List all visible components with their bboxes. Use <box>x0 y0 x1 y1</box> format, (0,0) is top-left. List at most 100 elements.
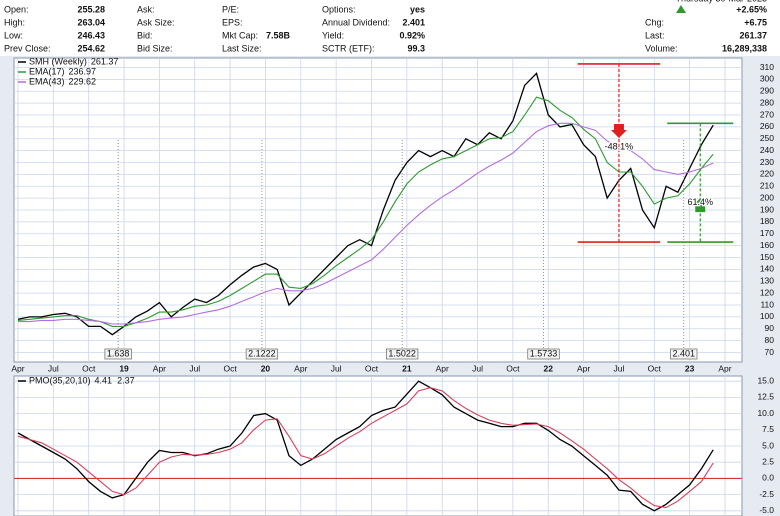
legend-value: 229.62 <box>69 76 97 86</box>
legend-value: 2.37 <box>117 375 135 385</box>
y-tick-label: 70 <box>765 347 775 357</box>
x-tick-label: 23 <box>685 363 695 373</box>
header-value: 263.04 <box>77 17 105 27</box>
header-label: Ask: <box>137 4 155 14</box>
panel-title: PMO(35,20,10) <box>29 375 91 385</box>
y-tick-label: 7.5 <box>762 424 774 434</box>
header-label: Open: <box>4 4 29 14</box>
header-value: 99.3 <box>407 43 425 53</box>
series-line <box>18 122 714 325</box>
x-tick-label: 20 <box>261 363 271 373</box>
header-label: Chg: <box>645 17 664 27</box>
y-tick-label: 180 <box>760 216 774 226</box>
header-value: 0.92% <box>399 30 425 40</box>
y-tick-label: 270 <box>760 109 774 119</box>
dividend-box <box>245 348 279 360</box>
y-tick-label: 5.0 <box>762 440 774 450</box>
header-label: High: <box>4 17 25 27</box>
header-label: Annual Dividend: <box>322 17 390 27</box>
x-tick-label: Apr <box>718 363 731 373</box>
y-tick-label: 90 <box>765 323 775 333</box>
dividend-box <box>670 348 698 360</box>
header-label: Prev Close: <box>4 43 51 53</box>
header-value: 255.28 <box>77 4 105 14</box>
header-value: +6.75 <box>744 17 767 27</box>
x-tick-label: Oct <box>223 363 237 373</box>
series-line <box>17 387 714 509</box>
y-tick-label: 15.0 <box>757 375 774 385</box>
x-tick-label: Jul <box>48 363 59 373</box>
y-tick-label: 310 <box>760 62 774 72</box>
header-value: 16,289,338 <box>722 43 767 53</box>
dividend-box <box>386 348 419 360</box>
x-tick-label: Oct <box>506 363 520 373</box>
labels: Open: 255.28 High: 263.04 Low: 246.43 Prev Clo… <box>4 0 774 515</box>
x-tick-label: Apr <box>577 363 590 373</box>
y-tick-label: 230 <box>760 157 774 167</box>
y-tick-label: -2.5 <box>759 489 774 499</box>
header-label: P/E: <box>222 4 239 14</box>
dividend-label: 1.5022 <box>388 348 416 358</box>
annotation-label: -48.1% <box>605 141 634 151</box>
header-value: yes <box>410 4 425 14</box>
x-tick-label: Jul <box>189 363 200 373</box>
x-tick-label: Apr <box>436 363 449 373</box>
series-line <box>17 72 714 336</box>
y-tick-label: 120 <box>760 287 774 297</box>
header-value: 2.401 <box>402 17 425 27</box>
header-value: 261.37 <box>739 30 767 40</box>
legend-name: EMA(17) <box>29 66 65 76</box>
y-tick-label: 10.0 <box>757 408 774 418</box>
y-tick-label: 0.0 <box>762 473 774 483</box>
x-tick-label: 22 <box>544 363 554 373</box>
y-tick-label: 190 <box>760 204 774 214</box>
header-change-pct: +2.65% <box>736 4 767 14</box>
header-label: Last Size: <box>222 43 262 53</box>
y-tick-label: 160 <box>760 240 774 250</box>
y-tick-label: 300 <box>760 74 774 84</box>
up-arrow-icon <box>676 5 686 13</box>
y-tick-label: 2.5 <box>762 456 774 466</box>
header-label: Bid Size: <box>137 43 173 53</box>
y-tick-label: 150 <box>760 252 774 262</box>
header-label: Low: <box>4 30 23 40</box>
x-tick-label: Oct <box>648 363 662 373</box>
y-tick-label: 250 <box>760 133 774 143</box>
legend-name: EMA(43) <box>29 76 65 86</box>
x-tick-label: Jul <box>331 363 342 373</box>
dividend-label: 1.638 <box>107 348 130 358</box>
legend-value: 4.41 <box>95 375 113 385</box>
header-label: Bid: <box>137 30 153 40</box>
x-tick-label: Apr <box>153 363 166 373</box>
header-label: Mkt Cap: <box>222 30 258 40</box>
y-tick-label: 12.5 <box>757 392 774 402</box>
legend-name: SMH (Weekly) <box>29 56 87 66</box>
x-tick-label: 19 <box>119 363 129 373</box>
y-tick-label: 210 <box>760 181 774 191</box>
y-tick-label: 170 <box>760 228 774 238</box>
header-label: SCTR (ETF): <box>322 43 375 53</box>
dividend-label: 2.401 <box>672 348 695 358</box>
y-tick-label: 80 <box>765 335 775 345</box>
header-label: Ask Size: <box>137 17 175 27</box>
x-tick-label: Apr <box>294 363 307 373</box>
legend-value: 261.37 <box>91 56 119 66</box>
header-label: Yield: <box>322 30 344 40</box>
annotation-label: 61.4% <box>687 197 713 207</box>
x-tick-label: 21 <box>402 363 412 373</box>
y-tick-label: 260 <box>760 121 774 131</box>
y-tick-label: 200 <box>760 192 774 202</box>
x-tick-label: Jul <box>472 363 483 373</box>
header-value: 7.58B <box>266 30 291 40</box>
y-tick-label: 100 <box>760 311 774 321</box>
dividend-label: 1.5733 <box>530 348 558 358</box>
header-label: Options: <box>322 4 356 14</box>
dividend-box <box>527 348 560 360</box>
header-label: Last: <box>645 30 665 40</box>
annotation-arrow <box>610 123 627 138</box>
y-tick-label: 140 <box>760 264 774 274</box>
y-tick-label: 240 <box>760 145 774 155</box>
x-tick-label: Oct <box>365 363 379 373</box>
